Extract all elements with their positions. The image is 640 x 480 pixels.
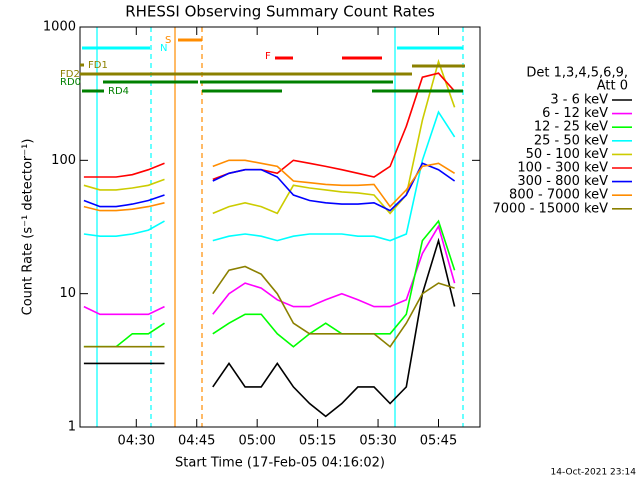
y-tick-label: 100 — [51, 153, 76, 168]
legend-title: Det 1,3,4,5,6,9, — [526, 66, 628, 81]
y-tick-label: 1000 — [43, 20, 76, 35]
series-line — [83, 265, 455, 348]
time-markers — [96, 27, 464, 427]
footer: 14-Oct-2021 23:14 — [551, 468, 637, 478]
flag-label: RD4 — [108, 86, 129, 97]
x-tick-label: 05:30 — [359, 434, 396, 449]
legend-title: Att 0 — [597, 79, 628, 94]
legend-label: 25 - 50 keV — [534, 133, 608, 148]
legend-label: 50 - 100 keV — [526, 147, 609, 162]
series-line — [83, 110, 456, 242]
flag-label: FD1 — [88, 60, 108, 71]
flag-label: RD0 — [60, 77, 81, 88]
legend-label: 800 - 7000 keV — [509, 188, 608, 203]
x-tick-label: 04:45 — [178, 434, 215, 449]
series-line — [83, 237, 456, 418]
flag-label: S — [165, 35, 171, 46]
x-axis-title: Start Time (17-Feb-05 04:16:02) — [175, 456, 385, 471]
y-tick-label: 10 — [59, 286, 76, 301]
legend-label: 12 - 25 keV — [534, 120, 608, 135]
plot-frame — [79, 26, 481, 428]
legend-label: 6 - 12 keV — [542, 106, 608, 121]
legend-label: 3 - 6 keV — [550, 93, 608, 108]
series-line — [83, 58, 456, 215]
y-axis-title: Count Rate (s⁻¹ detector⁻¹) — [21, 139, 36, 316]
x-tick-label: 05:45 — [420, 434, 457, 449]
flag-label: FD2 — [60, 69, 80, 80]
flag-label: N — [160, 43, 167, 54]
chart-title: RHESSI Observing Summary Count Rates — [125, 3, 435, 21]
x-tick-label: 04:30 — [118, 434, 155, 449]
legend-label: 100 - 300 keV — [517, 161, 608, 176]
series-line — [83, 159, 456, 212]
x-tick-label: 05:00 — [238, 434, 275, 449]
y-tick-label: 1 — [68, 420, 76, 435]
legend-label: 7000 - 15000 keV — [493, 201, 609, 216]
x-tick-label: 05:15 — [299, 434, 336, 449]
flag-label: F — [265, 51, 271, 62]
legend-label: 300 - 800 keV — [517, 174, 608, 189]
plot-area — [83, 58, 456, 418]
